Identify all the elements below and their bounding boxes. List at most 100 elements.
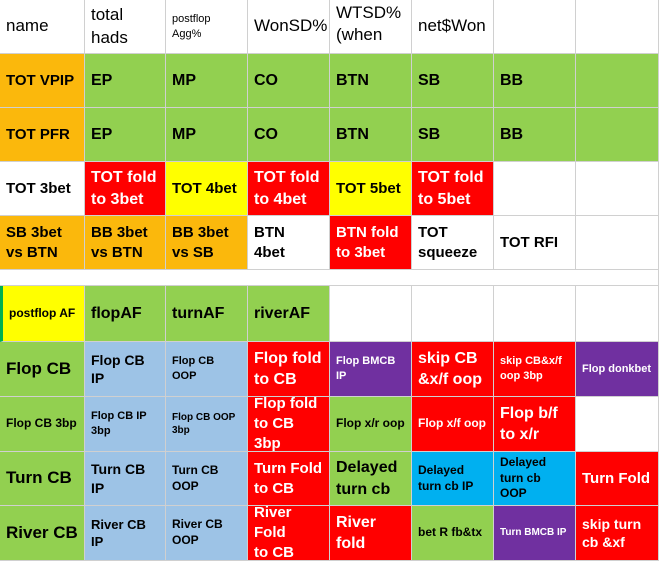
cell-tot-vpip[interactable]: TOT VPIP xyxy=(0,54,85,108)
cell-turn-bmcb-ip[interactable]: Turn BMCB IP xyxy=(494,506,576,561)
header-postflop-agg[interactable]: postflop Agg% xyxy=(166,0,248,54)
header-wonsd[interactable]: WonSD% xyxy=(248,0,330,54)
header-name[interactable]: name xyxy=(0,0,85,54)
empty-cell[interactable] xyxy=(576,216,659,270)
cell-flop-donkbet[interactable]: Flop donkbet xyxy=(576,342,659,397)
cell-text: Turn Fold to CB xyxy=(254,459,323,497)
cell-vpip-sb[interactable]: SB xyxy=(412,54,494,108)
cell-flop-xf-oop[interactable]: Flop x/f oop xyxy=(412,397,494,452)
cell-turn-cb[interactable]: Turn CB xyxy=(0,452,85,506)
cell-bb-3bet-vs-btn[interactable]: BB 3bet vs BTN xyxy=(85,216,166,270)
cell-text: SB 3bet vs BTN xyxy=(6,223,62,261)
empty-cell[interactable] xyxy=(576,286,659,342)
cell-tot-5bet[interactable]: TOT 5bet xyxy=(330,162,412,216)
cell-flop-cb-oop[interactable]: Flop CB OOP xyxy=(166,342,248,397)
cell-river-cb[interactable]: River CB xyxy=(0,506,85,561)
cell-vpip-btn[interactable]: BTN xyxy=(330,54,412,108)
cell-pfr-ep[interactable]: EP xyxy=(85,108,166,162)
cell-river-af[interactable]: riverAF xyxy=(248,286,330,342)
cell-flop-cb-3bp[interactable]: Flop CB 3bp xyxy=(0,397,85,452)
cell-text: TOT fold to 3bet xyxy=(91,169,157,208)
cell-text: River CB OOP xyxy=(172,517,223,547)
cell-vpip-ep[interactable]: EP xyxy=(85,54,166,108)
cell-turn-fold[interactable]: Turn Fold xyxy=(576,452,659,506)
cell-text: TOT fold to 5bet xyxy=(418,169,484,208)
cell-tot-fold-to-4bet[interactable]: TOT fold to 4bet xyxy=(248,162,330,216)
cell-sb-3bet-vs-btn[interactable]: SB 3bet vs BTN xyxy=(0,216,85,270)
cell-flop-af[interactable]: flopAF xyxy=(85,286,166,342)
empty-cell[interactable] xyxy=(576,0,659,54)
cell-btn-4bet[interactable]: BTN 4bet xyxy=(248,216,330,270)
cell-pfr-btn[interactable]: BTN xyxy=(330,108,412,162)
cell-tot-rfi[interactable]: TOT RFI xyxy=(494,216,576,270)
cell-tot-3bet[interactable]: TOT 3bet xyxy=(0,162,85,216)
cell-text: TOT 4bet xyxy=(172,179,237,197)
cell-postflop-af[interactable]: postflop AF xyxy=(0,286,85,342)
cell-pfr-sb[interactable]: SB xyxy=(412,108,494,162)
empty-cell[interactable] xyxy=(494,0,576,54)
cell-text: Delayed turn cb IP xyxy=(418,462,474,493)
cell-delayed-turn-cb[interactable]: Delayed turn cb xyxy=(330,452,412,506)
cell-flop-cb[interactable]: Flop CB xyxy=(0,342,85,397)
header-total-hands[interactable]: total hads xyxy=(85,0,166,54)
cell-delayed-turn-cb-ip[interactable]: Delayed turn cb IP xyxy=(412,452,494,506)
cell-river-fold[interactable]: River fold xyxy=(330,506,412,561)
cell-river-fold-to-cb[interactable]: River Fold to CB xyxy=(248,506,330,561)
cell-flop-xr-oop[interactable]: Flop x/r oop xyxy=(330,397,412,452)
cell-pfr-bb[interactable]: BB xyxy=(494,108,576,162)
cell-flop-fold-to-cb-3bp[interactable]: Flop fold to CB 3bp xyxy=(248,397,330,452)
empty-cell[interactable] xyxy=(576,397,659,452)
cell-text: River fold xyxy=(336,513,377,552)
cell-tot-fold-to-5bet[interactable]: TOT fold to 5bet xyxy=(412,162,494,216)
cell-text: BB xyxy=(500,71,524,89)
cell-flop-cb-ip-3bp[interactable]: Flop CB IP 3bp xyxy=(85,397,166,452)
cell-turn-fold-to-cb[interactable]: Turn Fold to CB xyxy=(248,452,330,506)
cell-text: TOT PFR xyxy=(6,125,70,143)
cell-vpip-bb[interactable]: BB xyxy=(494,54,576,108)
cell-text: River CB xyxy=(6,522,78,542)
cell-text: Flop b/f to x/r xyxy=(500,404,558,443)
cell-river-cb-oop[interactable]: River CB OOP xyxy=(166,506,248,561)
cell-tot-4bet[interactable]: TOT 4bet xyxy=(166,162,248,216)
empty-cell[interactable] xyxy=(494,162,576,216)
cell-text: Turn CB OOP xyxy=(172,462,219,493)
cell-text: Turn Fold xyxy=(582,469,651,487)
cell-text: TOT squeeze xyxy=(418,223,478,261)
cell-flop-cb-ip[interactable]: Flop CB IP xyxy=(85,342,166,397)
cell-vpip-mp[interactable]: MP xyxy=(166,54,248,108)
cell-delayed-turn-cb-oop[interactable]: Delayed turn cb OOP xyxy=(494,452,576,506)
empty-cell[interactable] xyxy=(494,286,576,342)
cell-bb-3bet-vs-sb[interactable]: BB 3bet vs SB xyxy=(166,216,248,270)
cell-pfr-mp[interactable]: MP xyxy=(166,108,248,162)
cell-skip-cb-xf-oop-3bp[interactable]: skip CB&x/f oop 3bp xyxy=(494,342,576,397)
cell-flop-cb-oop-3bp[interactable]: Flop CB OOP 3bp xyxy=(166,397,248,452)
cell-tot-pfr[interactable]: TOT PFR xyxy=(0,108,85,162)
cell-text: Flop CB IP 3bp xyxy=(91,410,147,437)
cell-pfr-co[interactable]: CO xyxy=(248,108,330,162)
cell-skip-cb-xf-oop[interactable]: skip CB &x/f oop xyxy=(412,342,494,397)
cell-text: EP xyxy=(91,125,113,143)
cell-bet-r-fb-tx[interactable]: bet R fb&tx xyxy=(412,506,494,561)
empty-cell[interactable] xyxy=(576,108,659,162)
cell-vpip-co[interactable]: CO xyxy=(248,54,330,108)
empty-cell[interactable] xyxy=(576,54,659,108)
header-wtsd[interactable]: WTSD% (when xyxy=(330,0,412,54)
cell-text: Flop CB OOP xyxy=(172,355,215,382)
header-net-won[interactable]: net$Won xyxy=(412,0,494,54)
cell-flop-fold-to-cb[interactable]: Flop fold to CB xyxy=(248,342,330,397)
empty-cell[interactable] xyxy=(412,286,494,342)
cell-turn-cb-oop[interactable]: Turn CB OOP xyxy=(166,452,248,506)
header-wonsd-text: WonSD% xyxy=(254,16,328,36)
cell-skip-turn-cb-xf[interactable]: skip turn cb &xf xyxy=(576,506,659,561)
cell-tot-squeeze[interactable]: TOT squeeze xyxy=(412,216,494,270)
cell-turn-cb-ip[interactable]: Turn CB IP xyxy=(85,452,166,506)
cell-btn-fold-to-3bet[interactable]: BTN fold to 3bet xyxy=(330,216,412,270)
cell-flop-bf-to-xr[interactable]: Flop b/f to x/r xyxy=(494,397,576,452)
cell-text: postflop AF xyxy=(9,305,76,320)
empty-cell[interactable] xyxy=(576,162,659,216)
cell-river-cb-ip[interactable]: River CB IP xyxy=(85,506,166,561)
cell-turn-af[interactable]: turnAF xyxy=(166,286,248,342)
cell-flop-bmcb-ip[interactable]: Flop BMCB IP xyxy=(330,342,412,397)
cell-tot-fold-to-3bet[interactable]: TOT fold to 3bet xyxy=(85,162,166,216)
empty-cell[interactable] xyxy=(330,286,412,342)
